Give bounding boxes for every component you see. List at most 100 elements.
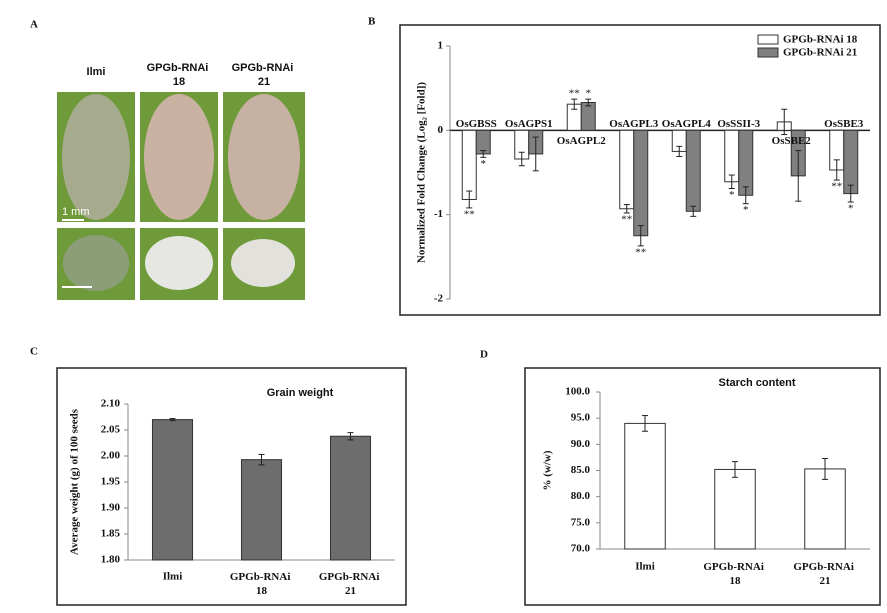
x-tick-label: OsSBE3 (824, 118, 864, 130)
error-bar (637, 225, 644, 247)
photo-panel: 1 mm (57, 92, 305, 300)
x-tick-label: Ilmi (163, 571, 183, 583)
seed-section (63, 235, 129, 291)
x-tick-label: OsAGPL4 (662, 118, 711, 130)
bar (714, 468, 756, 550)
x-tick-label: OsAGPL3 (609, 118, 658, 130)
y-tick-label: 1.85 (101, 528, 121, 540)
bar (151, 419, 194, 561)
panel-label: B (368, 16, 376, 28)
y-tick-label: 90.0 (571, 438, 591, 450)
significance-mark: ** (831, 181, 842, 193)
x-tick-label: OsSSII-3 (717, 118, 760, 130)
panel-label: A (30, 19, 38, 31)
x-tick-label: OsGBSS (456, 118, 497, 130)
error-bar (742, 186, 749, 205)
y-tick-label: 1.80 (101, 554, 121, 566)
y-tick-label: 2.10 (101, 398, 121, 410)
x-tick-label: Ilmi (635, 561, 655, 573)
error-bar (571, 98, 578, 110)
scale-label: 1 mm (62, 206, 90, 218)
x-tick-label: GPGb-RNAi 18 (703, 561, 766, 587)
bar (633, 129, 649, 237)
error-bar (728, 174, 735, 190)
significance-mark: ** (464, 208, 475, 220)
seed-section (145, 236, 213, 290)
significance-mark: ** (621, 214, 632, 226)
chart-title: Grain weight (267, 387, 334, 399)
y-tick-label: 1 (438, 40, 444, 52)
significance-mark: * (848, 203, 854, 215)
error-bar (480, 150, 487, 158)
y-tick-label: 75.0 (571, 516, 591, 528)
y-axis-label: Normalized Fold Change (Log₂ [Fold]) (416, 82, 428, 263)
chart-title: Starch content (718, 377, 795, 389)
seed (144, 94, 214, 220)
significance-mark: ** (569, 88, 580, 100)
y-tick-label: -2 (434, 293, 444, 305)
legend-swatch (757, 47, 779, 58)
chart-frame (56, 367, 407, 606)
x-tick-label: OsAGPS1 (505, 118, 553, 130)
photo-label: Ilmi (87, 66, 106, 78)
y-tick-label: 85.0 (571, 464, 591, 476)
significance-mark: ** (635, 246, 646, 258)
bar (619, 129, 635, 210)
panel-label: C (30, 346, 38, 358)
chart-frame (524, 367, 881, 606)
bar (329, 435, 372, 561)
chart-frame (399, 24, 881, 316)
bar (738, 129, 754, 196)
error-bar (466, 190, 473, 209)
error-bar (795, 150, 802, 202)
error-bar (347, 432, 354, 441)
significance-mark: * (481, 158, 487, 170)
seed (62, 94, 130, 220)
legend-swatch (757, 34, 779, 45)
legend-label: GPGb-RNAi 21 (783, 47, 857, 59)
significance-mark: * (586, 88, 592, 100)
y-axis-label: % (w/w) (542, 450, 554, 490)
error-bar (833, 159, 840, 181)
significance-mark: * (729, 189, 735, 201)
x-tick-label: GPGb-RNAi 21 (319, 571, 382, 597)
error-bar (258, 453, 265, 466)
legend-label: GPGb-RNAi 18 (783, 34, 858, 46)
bar (685, 129, 701, 212)
bar (724, 129, 740, 183)
panel-label: D (480, 349, 488, 361)
bar (843, 129, 859, 195)
x-tick-label: GPGb-RNAi 18 (230, 571, 293, 597)
bar (240, 459, 283, 561)
y-tick-label: 95.0 (571, 412, 591, 424)
bar (580, 102, 596, 131)
error-bar (676, 145, 683, 157)
error-bar (585, 98, 592, 107)
error-bar (781, 108, 788, 136)
y-tick-label: 100.0 (565, 386, 590, 398)
significance-mark: * (743, 204, 749, 216)
error-bar (642, 415, 648, 432)
y-tick-label: 2.05 (101, 424, 121, 436)
error-bar (518, 151, 525, 167)
bar (624, 422, 666, 550)
seed-section (231, 239, 295, 287)
x-tick-label: OsSBE2 (772, 135, 812, 147)
y-tick-label: 0 (438, 124, 444, 136)
seed (228, 94, 300, 220)
error-bar (847, 184, 854, 203)
y-tick-label: 2.00 (101, 450, 121, 462)
y-axis-label: Average weight (g) of 100 seeds (69, 408, 81, 555)
bar (461, 129, 477, 200)
error-bar (732, 461, 738, 478)
x-tick-label: OsAGPL2 (557, 135, 606, 147)
photo-label: GPGb-RNAi 21 (232, 62, 297, 88)
y-tick-label: 1.95 (101, 476, 121, 488)
y-tick-label: -1 (434, 208, 443, 220)
y-tick-label: 70.0 (571, 543, 591, 555)
bar (804, 468, 846, 550)
x-tick-label: GPGb-RNAi 21 (793, 561, 856, 587)
error-bar (822, 457, 828, 480)
